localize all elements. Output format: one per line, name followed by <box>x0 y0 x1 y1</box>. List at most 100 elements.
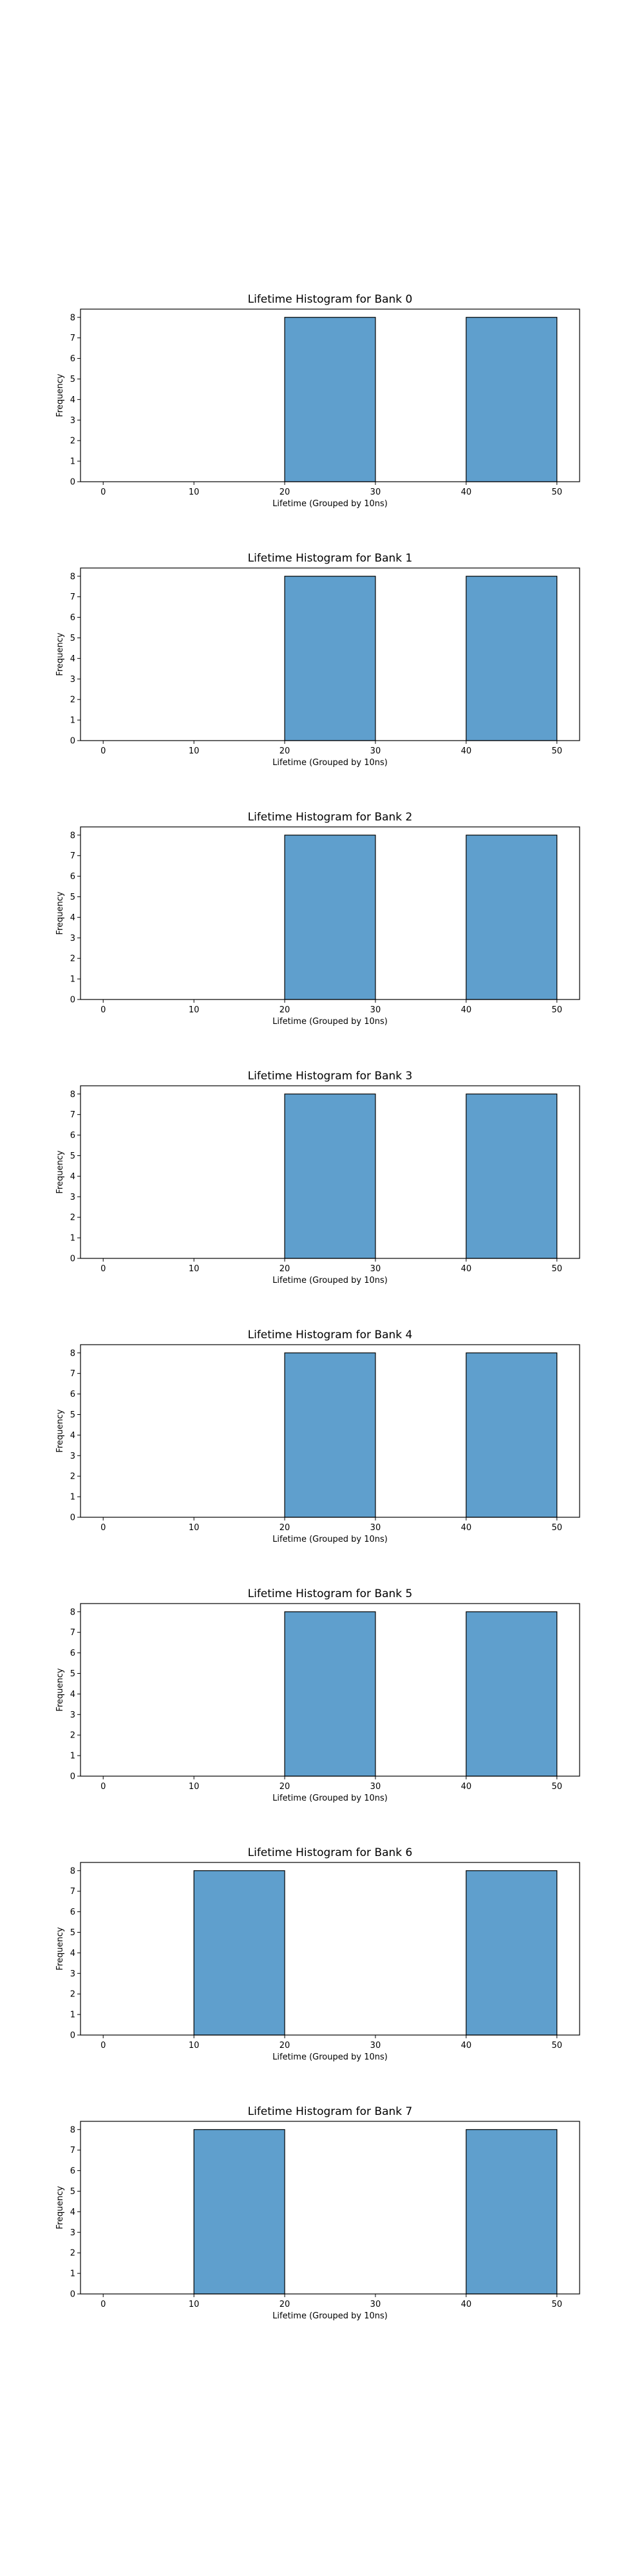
histogram-panel: Lifetime Histogram for Bank 70 10 20 30 40 50… <box>55 2105 580 2321</box>
y-tick-label: 7 <box>70 851 75 861</box>
x-tick-label: 30 <box>370 1264 381 1274</box>
y-tick-label: 0 <box>70 996 75 1005</box>
y-tick-label: 0 <box>70 2031 75 2041</box>
x-axis-label: Lifetime (Grouped by 10ns) <box>272 1794 388 1803</box>
y-tick-label: 2 <box>70 437 75 446</box>
chart-title: Lifetime Histogram for Bank 3 <box>248 1070 413 1083</box>
x-tick-label: 40 <box>461 1005 472 1015</box>
histogram-panel: Lifetime Histogram for Bank 50 10 20 30 40 50… <box>55 1587 580 1803</box>
x-tick-label: 10 <box>189 2300 200 2309</box>
y-tick-label: 6 <box>70 1390 75 1399</box>
y-tick-label: 1 <box>70 716 75 726</box>
histogram-bar <box>284 1611 376 1777</box>
chart-title: Lifetime Histogram for Bank 5 <box>248 1587 413 1600</box>
y-tick-label: 3 <box>70 416 75 426</box>
x-tick-label: 10 <box>189 1523 200 1533</box>
y-tick-label: 1 <box>70 2011 75 2020</box>
y-tick-label: 8 <box>70 2125 75 2135</box>
y-tick-label: 3 <box>70 1193 75 1202</box>
chart-title: Lifetime Histogram for Bank 4 <box>248 1329 413 1341</box>
y-tick-label: 0 <box>70 1772 75 1782</box>
y-tick-label: 8 <box>70 1607 75 1617</box>
y-tick-label: 2 <box>70 1990 75 2000</box>
x-tick-label: 50 <box>551 488 562 497</box>
x-tick-label: 50 <box>551 1782 562 1792</box>
x-tick-label: 20 <box>279 1523 290 1533</box>
y-tick-label: 3 <box>70 675 75 685</box>
axes-frame <box>80 567 580 741</box>
x-tick-label: 50 <box>551 2300 562 2309</box>
x-tick-label: 10 <box>189 1782 200 1792</box>
x-axis-label: Lifetime (Grouped by 10ns) <box>272 1535 388 1544</box>
x-tick-label: 20 <box>279 488 290 497</box>
x-axis-label: Lifetime (Grouped by 10ns) <box>272 2311 388 2321</box>
x-axis-label: Lifetime (Grouped by 10ns) <box>272 2052 388 2062</box>
x-axis-label: Lifetime (Grouped by 10ns) <box>272 758 388 768</box>
y-tick-label: 6 <box>70 872 75 882</box>
y-tick-label: 2 <box>70 1731 75 1741</box>
y-tick-label: 1 <box>70 1752 75 1761</box>
y-tick-label: 7 <box>70 334 75 343</box>
x-tick-label: 30 <box>370 488 381 497</box>
x-tick-label: 0 <box>100 1523 106 1533</box>
y-axis-label: Frequency <box>55 1668 65 1711</box>
y-tick-label: 6 <box>70 1131 75 1141</box>
y-tick-label: 4 <box>70 913 75 923</box>
axes-frame <box>80 1603 580 1777</box>
y-tick-label: 7 <box>70 1887 75 1897</box>
y-axis-label: Frequency <box>55 632 65 676</box>
x-tick-label: 10 <box>189 1264 200 1274</box>
y-tick-label: 3 <box>70 2228 75 2238</box>
x-axis-label: Lifetime (Grouped by 10ns) <box>272 1276 388 1285</box>
chart-title: Lifetime Histogram for Bank 0 <box>248 293 413 306</box>
x-tick-label: 30 <box>370 746 381 756</box>
y-tick-label: 4 <box>70 1949 75 1958</box>
x-tick-label: 10 <box>189 746 200 756</box>
chart-title: Lifetime Histogram for Bank 7 <box>248 2105 413 2118</box>
axes-frame <box>80 826 580 1000</box>
x-tick-label: 50 <box>551 1005 562 1015</box>
histogram-bar <box>466 2129 558 2295</box>
x-tick-label: 30 <box>370 2300 381 2309</box>
x-tick-label: 20 <box>279 1264 290 1274</box>
axes-frame <box>80 1344 580 1518</box>
x-tick-label: 0 <box>100 1005 106 1015</box>
y-tick-label: 2 <box>70 1472 75 1482</box>
x-tick-label: 40 <box>461 488 472 497</box>
x-tick-label: 40 <box>461 2300 472 2309</box>
y-tick-label: 2 <box>70 696 75 705</box>
histogram-bar <box>193 2129 285 2295</box>
y-tick-label: 5 <box>70 1151 75 1161</box>
y-tick-label: 1 <box>70 457 75 467</box>
y-tick-label: 6 <box>70 1908 75 1917</box>
chart-title: Lifetime Histogram for Bank 2 <box>248 811 413 824</box>
y-tick-label: 5 <box>70 1669 75 1679</box>
y-tick-label: 2 <box>70 1213 75 1223</box>
x-axis-label: Lifetime (Grouped by 10ns) <box>272 1017 388 1027</box>
x-tick-label: 30 <box>370 2041 381 2050</box>
y-tick-label: 7 <box>70 1369 75 1379</box>
x-tick-label: 40 <box>461 1782 472 1792</box>
axes-frame <box>80 1085 580 1259</box>
y-tick-label: 0 <box>70 478 75 488</box>
x-tick-label: 20 <box>279 1782 290 1792</box>
y-axis-label: Frequency <box>55 1150 65 1193</box>
histogram-bar <box>284 317 376 482</box>
y-tick-label: 5 <box>70 1410 75 1420</box>
y-axis-label: Frequency <box>55 1927 65 1970</box>
x-tick-label: 50 <box>551 2041 562 2050</box>
x-tick-label: 30 <box>370 1782 381 1792</box>
x-tick-label: 50 <box>551 1264 562 1274</box>
y-tick-label: 7 <box>70 1110 75 1120</box>
x-tick-label: 0 <box>100 2041 106 2050</box>
y-tick-label: 0 <box>70 1513 75 1523</box>
y-tick-label: 5 <box>70 375 75 384</box>
x-tick-label: 0 <box>100 1782 106 1792</box>
y-axis-label: Frequency <box>55 891 65 934</box>
histogram-bar <box>466 1870 558 2036</box>
y-tick-label: 4 <box>70 2208 75 2217</box>
x-tick-label: 40 <box>461 2041 472 2050</box>
x-tick-label: 40 <box>461 746 472 756</box>
y-tick-label: 3 <box>70 1969 75 1979</box>
